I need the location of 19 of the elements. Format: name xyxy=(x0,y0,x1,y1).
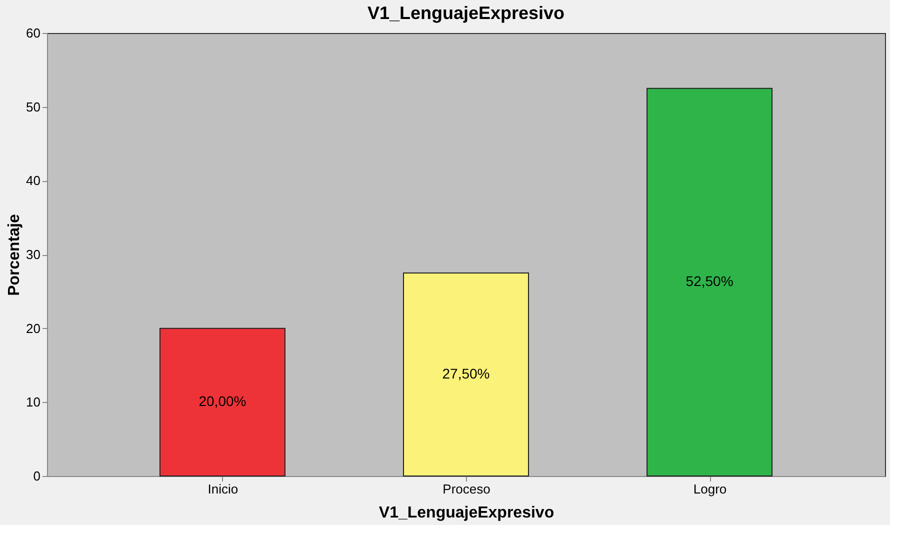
bar xyxy=(646,88,773,476)
y-tick-label: 0 xyxy=(33,468,40,484)
y-axis-title: Porcentaje xyxy=(6,214,24,296)
y-tick-label: 50 xyxy=(26,99,40,114)
x-axis-title: V1_LenguajeExpresivo xyxy=(378,504,554,522)
y-tick-label: 60 xyxy=(26,26,40,40)
y-tick-label: 40 xyxy=(26,173,40,188)
y-tick-label: 10 xyxy=(26,394,40,410)
chart-title: V1_LenguajeExpresivo xyxy=(367,3,565,23)
x-tick-label: Inicio xyxy=(208,482,238,496)
bar xyxy=(403,272,529,476)
y-tick-label: 30 xyxy=(26,247,40,262)
data-label: 27,50% xyxy=(442,365,490,382)
x-tick-label: Logro xyxy=(693,482,727,496)
data-label: 20,00% xyxy=(198,393,246,410)
x-tick-label: Proceso xyxy=(442,482,490,496)
data-label: 52,50% xyxy=(686,273,734,290)
bar xyxy=(159,328,286,476)
y-tick-label: 20 xyxy=(26,320,40,336)
